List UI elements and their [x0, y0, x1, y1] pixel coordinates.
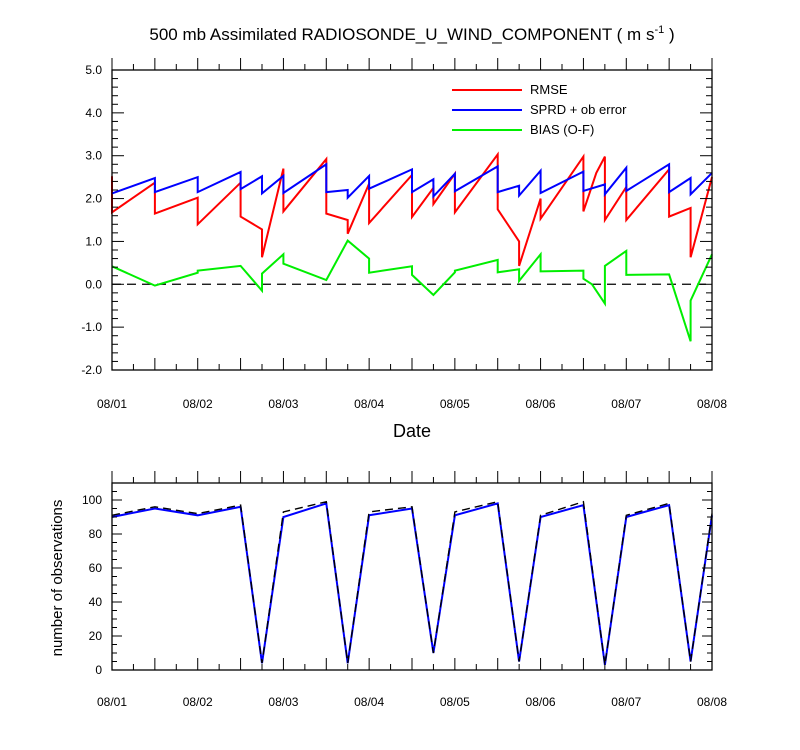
bottom-plot-frame	[111, 482, 713, 671]
bottom-x-tick-label: 08/02	[183, 695, 213, 709]
x-axis-title: Date	[393, 421, 431, 441]
top-x-tick-label: 08/04	[354, 397, 384, 411]
bottom-x-tick-label: 08/01	[97, 695, 127, 709]
y-axis-title-observations: number of observations	[49, 500, 66, 657]
chart-title-superscript: -1	[654, 24, 664, 36]
bottom-y-tick-label: 40	[89, 595, 103, 609]
top-y-tick-label: 0.0	[85, 277, 102, 291]
top-series-group	[111, 151, 713, 342]
bottom-x-tick-labels: 08/01 08/02 08/03 08/04 08/05 08/06 08/07 08/08	[97, 695, 727, 709]
legend-label: BIAS (O-F)	[530, 122, 594, 137]
bottom-x-tick-label: 08/06	[526, 695, 556, 709]
bottom-y-tick-label: 100	[82, 493, 102, 507]
top-y-tick-label: 5.0	[85, 63, 102, 77]
chart-title-main: 500 mb Assimilated RADIOSONDE_U_WIND_COM…	[149, 25, 654, 44]
bottom-ticks-group	[111, 471, 713, 671]
series-line-sprd-ob-error	[111, 162, 713, 201]
legend-label: RMSE	[530, 82, 568, 97]
series-line-observations-used	[111, 502, 713, 666]
series-line-bias-o-f	[111, 239, 713, 342]
top-plot-frame	[111, 69, 713, 371]
bottom-x-tick-label: 08/04	[354, 695, 384, 709]
top-y-tick-labels: -2.0 -1.0 0.0 1.0 2.0 3.0 4.0 5.0	[81, 63, 102, 377]
chart-title-end: )	[664, 25, 674, 44]
top-y-tick-label: 1.0	[85, 234, 102, 248]
legend: RMSE SPRD + ob error BIAS (O-F)	[452, 82, 627, 137]
top-x-tick-label: 08/06	[526, 397, 556, 411]
top-x-tick-label: 08/07	[611, 397, 641, 411]
bottom-y-tick-labels: 0 20 40 60 80 100	[82, 493, 102, 677]
bottom-x-tick-label: 08/05	[440, 695, 470, 709]
bottom-y-tick-label: 80	[89, 527, 103, 541]
top-y-tick-label: -1.0	[81, 320, 102, 334]
bottom-x-tick-label: 08/07	[611, 695, 641, 709]
top-x-tick-label: 08/02	[183, 397, 213, 411]
bottom-x-tick-label: 08/03	[268, 695, 298, 709]
chart-title: 500 mb Assimilated RADIOSONDE_U_WIND_COM…	[149, 24, 674, 44]
top-x-tick-label: 08/01	[97, 397, 127, 411]
top-y-tick-label: -2.0	[81, 363, 102, 377]
series-line-observations-possible	[111, 500, 713, 665]
top-x-tick-labels: 08/01 08/02 08/03 08/04 08/05 08/06 08/07 08/08	[97, 397, 727, 411]
top-x-tick-label: 08/05	[440, 397, 470, 411]
bottom-y-tick-label: 20	[89, 629, 103, 643]
bottom-x-tick-label: 08/08	[697, 695, 727, 709]
top-y-tick-label: 3.0	[85, 149, 102, 163]
bottom-series-group	[111, 500, 713, 666]
top-ticks-group	[111, 58, 713, 371]
top-y-tick-label: 4.0	[85, 106, 102, 120]
top-x-tick-label: 08/03	[268, 397, 298, 411]
top-y-tick-label: 2.0	[85, 192, 102, 206]
bottom-y-tick-label: 60	[89, 561, 103, 575]
legend-label: SPRD + ob error	[530, 102, 627, 117]
top-x-tick-label: 08/08	[697, 397, 727, 411]
top-panel: -2.0-1.00.01.02.03.04.05.0 08/01 08/02 08/…	[81, 58, 727, 411]
bottom-y-tick-label: 0	[95, 663, 102, 677]
